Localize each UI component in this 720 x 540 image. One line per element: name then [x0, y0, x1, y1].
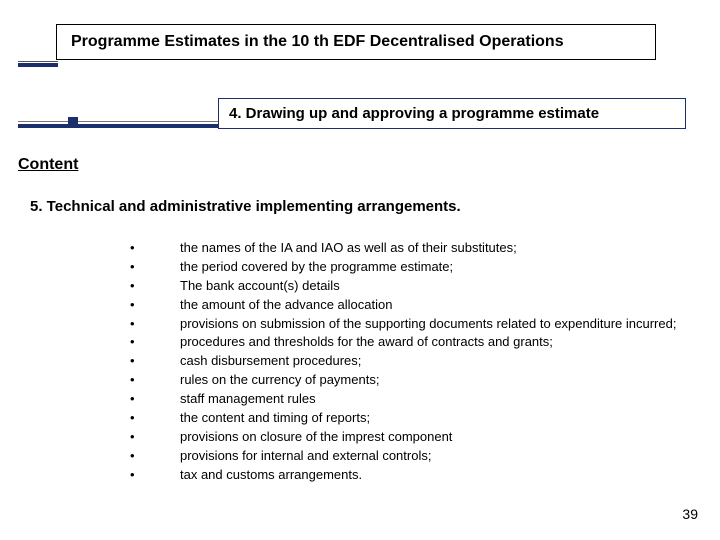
bullet-icon: •	[130, 297, 180, 314]
bullet-text: procedures and thresholds for the award …	[180, 334, 700, 351]
list-item: • the content and timing of reports;	[130, 410, 700, 427]
section-heading: 5. Technical and administrative implemen…	[30, 198, 461, 215]
bullet-text: tax and customs arrangements.	[180, 467, 700, 484]
bullet-icon: •	[130, 240, 180, 257]
bullet-icon: •	[130, 372, 180, 389]
bullet-text: the content and timing of reports;	[180, 410, 700, 427]
list-item: • procedures and thresholds for the awar…	[130, 334, 700, 351]
page-number: 39	[682, 506, 698, 522]
bullet-icon: •	[130, 334, 180, 351]
list-item: • The bank account(s) details	[130, 278, 700, 295]
content-heading: Content	[18, 156, 78, 174]
list-item: • provisions for internal and external c…	[130, 448, 700, 465]
bullet-icon: •	[130, 410, 180, 427]
bullet-text: the names of the IA and IAO as well as o…	[180, 240, 700, 257]
list-item: • cash disbursement procedures;	[130, 353, 700, 370]
bullet-icon: •	[130, 259, 180, 276]
bullet-icon: •	[130, 448, 180, 465]
bullet-text: the amount of the advance allocation	[180, 297, 700, 314]
decorative-line-thick-mid	[18, 124, 220, 128]
list-item: • staff management rules	[130, 391, 700, 408]
bullet-icon: •	[130, 429, 180, 446]
list-item: • the period covered by the programme es…	[130, 259, 700, 276]
bullet-icon: •	[130, 278, 180, 295]
bullet-icon: •	[130, 353, 180, 370]
bullet-list: • the names of the IA and IAO as well as…	[130, 240, 700, 486]
bullet-icon: •	[130, 316, 180, 333]
list-item: • the amount of the advance allocation	[130, 297, 700, 314]
decorative-line-thin-mid	[18, 121, 220, 122]
bullet-text: rules on the currency of payments;	[180, 372, 700, 389]
decorative-line-thin-top	[18, 61, 58, 62]
bullet-text: provisions on submission of the supporti…	[180, 316, 700, 333]
bullet-icon: •	[130, 467, 180, 484]
bullet-text: The bank account(s) details	[180, 278, 700, 295]
bullet-text: provisions for internal and external con…	[180, 448, 700, 465]
list-item: • the names of the IA and IAO as well as…	[130, 240, 700, 257]
bullet-icon: •	[130, 391, 180, 408]
bullet-text: provisions on closure of the imprest com…	[180, 429, 700, 446]
title-box: Programme Estimates in the 10 th EDF Dec…	[56, 24, 656, 60]
list-item: • provisions on submission of the suppor…	[130, 316, 700, 333]
bullet-text: staff management rules	[180, 391, 700, 408]
list-item: • provisions on closure of the imprest c…	[130, 429, 700, 446]
subtitle: 4. Drawing up and approving a programme …	[229, 105, 675, 122]
list-item: • tax and customs arrangements.	[130, 467, 700, 484]
decorative-line-thick-top	[18, 63, 58, 67]
bullet-text: the period covered by the programme esti…	[180, 259, 700, 276]
bullet-text: cash disbursement procedures;	[180, 353, 700, 370]
page-title: Programme Estimates in the 10 th EDF Dec…	[71, 33, 641, 51]
subtitle-box: 4. Drawing up and approving a programme …	[218, 98, 686, 129]
list-item: • rules on the currency of payments;	[130, 372, 700, 389]
square-marker-icon	[68, 117, 78, 127]
